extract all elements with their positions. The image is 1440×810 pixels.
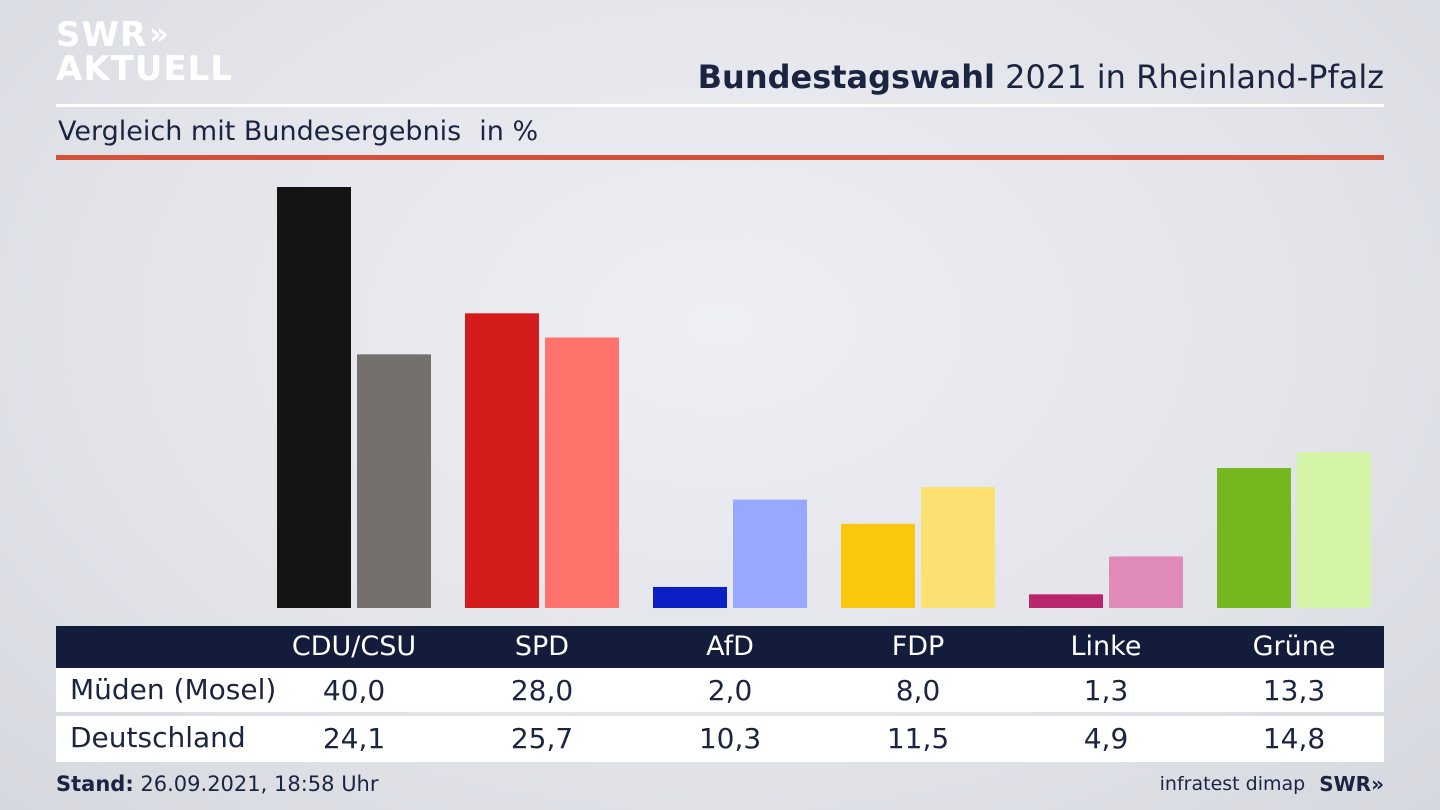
bar-afd-mueden (653, 586, 727, 608)
title-rest: 2021 in Rheinland-Pfalz (1005, 58, 1384, 96)
value-cell-gr-ne-deutschland: 14,8 (1262, 722, 1326, 755)
value-cell-linke-deutschland: 4,9 (1083, 722, 1129, 755)
stand-value: 26.09.2021, 18:58 Uhr (140, 772, 379, 796)
table-row-mueden: Müden (Mosel) 40,0 28,0 2,0 8,0 1,3 13,3 (56, 668, 1384, 712)
logo-aktuell: AKTUELL (56, 49, 234, 89)
bar-cdu-csu-deutschland (357, 354, 431, 608)
bar-linke-mueden (1029, 594, 1103, 608)
value-cell-afd-mueden: 2,0 (707, 674, 753, 707)
bar-fdp-mueden (841, 523, 915, 608)
value-cell-cdu-csu-deutschland: 24,1 (322, 722, 386, 755)
chart-subtitle: Vergleich mit Bundesergebnis in % (58, 116, 538, 147)
title-divider (56, 104, 1384, 107)
subtitle-text: Vergleich mit Bundesergebnis (58, 116, 462, 147)
bar-linke-deutschland (1109, 556, 1183, 608)
header-cell-fdp: FDP (891, 631, 945, 662)
value-cell-linke-mueden: 1,3 (1083, 674, 1129, 707)
bar-afd-deutschland (733, 499, 807, 608)
row-label-deutschland: Deutschland (70, 721, 246, 754)
chart-title: Bundestagswahl 2021 in Rheinland-Pfalz (698, 58, 1384, 96)
subtitle-divider (56, 155, 1384, 160)
bar-spd-deutschland (545, 337, 619, 608)
header-cell-spd: SPD (514, 631, 570, 662)
value-cell-fdp-mueden: 8,0 (895, 674, 941, 707)
timestamp: Stand: 26.09.2021, 18:58 Uhr (56, 772, 379, 796)
table-row-deutschland: Deutschland 24,1 25,7 10,3 11,5 4,9 14,8 (56, 716, 1384, 762)
source-credit: infratest dimap SWR» (1160, 772, 1384, 796)
value-cell-gr-ne-mueden: 13,3 (1262, 674, 1326, 707)
bar-fdp-deutschland (921, 486, 995, 608)
value-cell-afd-deutschland: 10,3 (698, 722, 762, 755)
bar-gr-ne-mueden (1217, 468, 1291, 608)
logo-swr: SWR (56, 15, 148, 55)
stand-label: Stand: (56, 772, 134, 796)
value-cell-spd-deutschland: 25,7 (510, 722, 574, 755)
header-cell-cdu-csu: CDU/CSU (291, 631, 417, 662)
row-label-mueden: Müden (Mosel) (70, 673, 277, 706)
title-bold: Bundestagswahl (697, 58, 995, 96)
header-cell-afd: AfD (706, 631, 754, 662)
bar-cdu-csu-mueden (277, 187, 351, 608)
subtitle-unit: in % (479, 116, 539, 147)
table-header-row: CDU/CSU SPD AfD FDP Linke Grüne (56, 626, 1384, 668)
header-cell-gr-ne: Grüne (1252, 631, 1336, 662)
header-cell-linke: Linke (1070, 631, 1142, 662)
swr-footer-logo: SWR» (1319, 772, 1384, 796)
value-cell-cdu-csu-mueden: 40,0 (322, 674, 386, 707)
swr-aktuell-logo: SWR» AKTUELL (56, 15, 234, 89)
source-text: infratest dimap (1159, 773, 1306, 795)
bar-spd-mueden (465, 313, 539, 608)
bar-gr-ne-deutschland (1297, 452, 1371, 608)
value-cell-fdp-deutschland: 11,5 (886, 722, 950, 755)
value-cell-spd-mueden: 28,0 (510, 674, 574, 707)
